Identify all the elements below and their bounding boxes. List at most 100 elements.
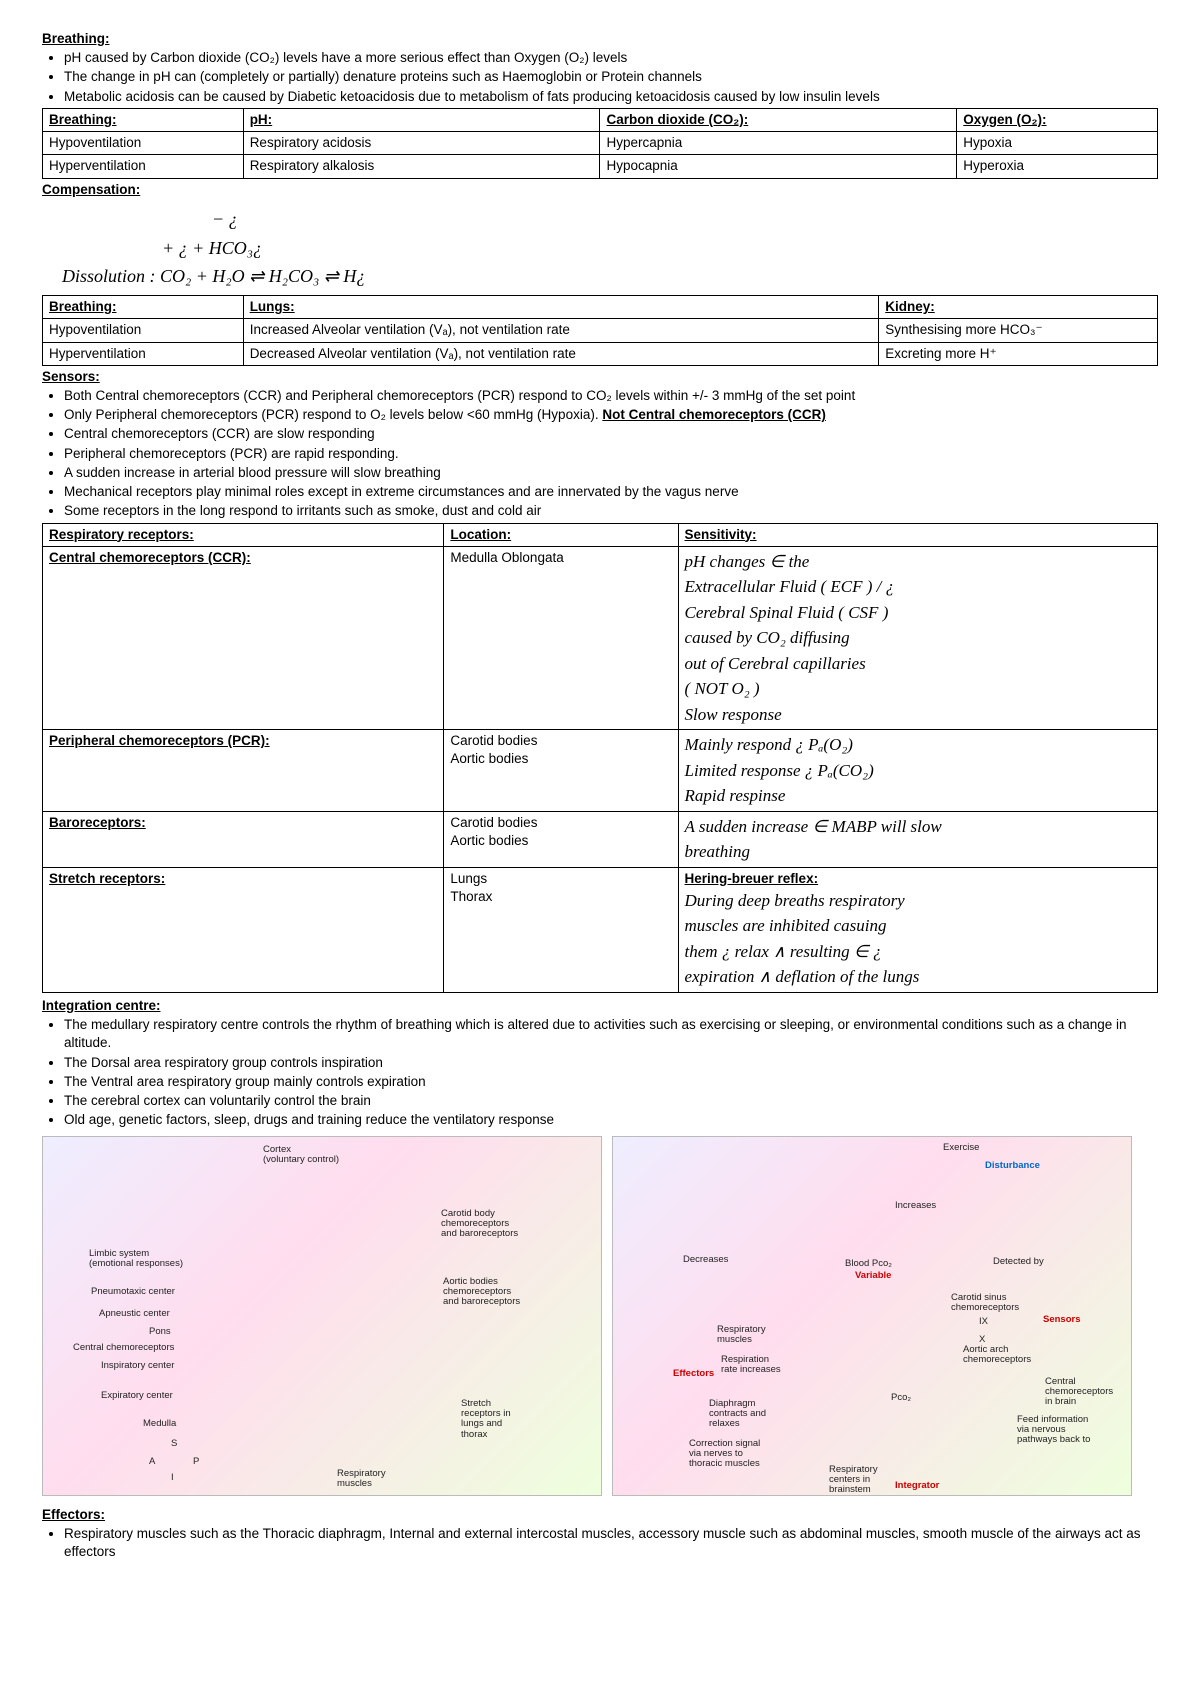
diagram-label: Apneustic center [99,1309,170,1319]
diagram-label: Inspiratory center [101,1361,174,1371]
table-header: Respiratory receptors: [43,523,444,546]
diagram-label: Stretch receptors in lungs and thorax [461,1399,511,1441]
compensation-heading: Compensation: [42,181,1158,199]
effectors-bullet: Respiratory muscles such as the Thoracic… [64,1525,1158,1561]
diagram-label: Integrator [895,1481,939,1491]
sensors-bullets: Both Central chemoreceptors (CCR) and Pe… [64,387,1158,521]
diagram-label: Decreases [683,1255,728,1265]
table-header: Lungs: [243,296,879,319]
table-cell: Respiratory acidosis [243,132,600,155]
diagram-label: Cortex (voluntary control) [263,1145,339,1166]
table-cell: Increased Alveolar ventilation (Vₐ), not… [243,319,879,342]
receptor-location: Carotid bodies Aortic bodies [444,811,678,867]
table-cell: Hyperventilation [43,155,244,178]
list-item: Some receptors in the long respond to ir… [64,502,1158,520]
table-header: Carbon dioxide (CO₂): [600,108,957,131]
diagram-label: Detected by [993,1257,1044,1267]
diagram-label: I [171,1473,174,1483]
table-cell: Hypocapnia [600,155,957,178]
diagram-label: Feed information via nervous pathways ba… [1017,1415,1090,1446]
receptor-location: Lungs Thorax [444,867,678,992]
integration-bullets: The medullary respiratory centre control… [64,1016,1158,1129]
receptor-location: Carotid bodies Aortic bodies [444,730,678,812]
receptor-name: Baroreceptors: [43,811,444,867]
diagram-left: Cortex (voluntary control) Limbic system … [42,1136,602,1496]
table-cell: Excreting more H⁺ [879,342,1158,365]
table-cell: Hyperventilation [43,342,244,365]
table-header: Sensitivity: [678,523,1157,546]
diagram-label: Limbic system (emotional responses) [89,1249,183,1270]
table-cell: Hypercapnia [600,132,957,155]
table-header: Location: [444,523,678,546]
list-item: The Ventral area respiratory group mainl… [64,1073,1158,1091]
table-cell: Hypoventilation [43,132,244,155]
diagram-label: Increases [895,1201,936,1211]
list-item: Mechanical receptors play minimal roles … [64,483,1158,501]
integration-heading: Integration centre: [42,997,1158,1015]
diagram-label: IX [979,1317,988,1327]
list-item: Both Central chemoreceptors (CCR) and Pe… [64,387,1158,405]
list-item: The change in pH can (completely or part… [64,68,1158,86]
diagram-label: Sensors [1043,1315,1081,1325]
diagram-label: Carotid body chemoreceptors and barorece… [441,1209,518,1240]
diagram-label: Expiratory center [101,1391,173,1401]
diagram-label: Blood Pco₂ [845,1259,892,1269]
receptor-sensitivity: A sudden increase ∈ MABP will slow breat… [678,811,1157,867]
effectors-heading: Effectors: [42,1506,1158,1524]
diagram-label: Pons [149,1327,171,1337]
table-cell: Synthesising more HCO₃⁻ [879,319,1158,342]
sensors-heading: Sensors: [42,368,1158,386]
diagram-label: Central chemoreceptors [73,1343,174,1353]
table-header: Breathing: [43,296,244,319]
list-item: Only Peripheral chemoreceptors (PCR) res… [64,406,1158,424]
receptor-name: Peripheral chemoreceptors (PCR): [43,730,444,812]
receptor-sensitivity: Hering-breuer reflex:During deep breaths… [678,867,1157,992]
eq-line-2: + ¿ + HCO₃¿ [162,234,1158,263]
table-cell: Respiratory alkalosis [243,155,600,178]
diagram-label: Respiratory muscles [717,1325,766,1346]
list-item: A sudden increase in arterial blood pres… [64,464,1158,482]
diagram-label: Respiratory muscles [337,1469,386,1490]
breathing-bullets: pH caused by Carbon dioxide (CO₂) levels… [64,49,1158,106]
table-header: Breathing: [43,108,244,131]
list-item: Central chemoreceptors (CCR) are slow re… [64,425,1158,443]
receptor-sensitivity: pH changes ∈ the Extracellular Fluid ( E… [678,546,1157,730]
receptor-name: Stretch receptors: [43,867,444,992]
list-item: pH caused by Carbon dioxide (CO₂) levels… [64,49,1158,67]
diagram-label: Variable [855,1271,891,1281]
diagram-label: Disturbance [985,1161,1040,1171]
receptor-location: Medulla Oblongata [444,546,678,730]
effectors-bullets: Respiratory muscles such as the Thoracic… [64,1525,1158,1561]
table-header: Kidney: [879,296,1158,319]
table-header: Oxygen (O₂): [957,108,1158,131]
receptor-sensitivity: Mainly respond ¿ Pₐ(O₂) Limited response… [678,730,1157,812]
table-cell: Hypoxia [957,132,1158,155]
diagram-label: Medulla [143,1419,176,1429]
diagram-label: Respiration rate increases [721,1355,781,1376]
diagram-label: Aortic bodies chemoreceptors and barorec… [443,1277,520,1308]
eq-line-3: Dissolution : CO₂ + H₂O ⇌ H₂CO₃ ⇌ H¿ [62,262,1158,291]
diagram-label: Carotid sinus chemoreceptors [951,1293,1019,1314]
diagram-label: Pneumotaxic center [91,1287,175,1297]
breathing-table: Breathing:pH:Carbon dioxide (CO₂):Oxygen… [42,108,1158,179]
list-item: Old age, genetic factors, sleep, drugs a… [64,1111,1158,1129]
receptors-table: Respiratory receptors:Location:Sensitivi… [42,523,1158,993]
diagram-row: Cortex (voluntary control) Limbic system … [42,1136,1158,1496]
table-cell: Hypoventilation [43,319,244,342]
receptor-name: Central chemoreceptors (CCR): [43,546,444,730]
eq-line-1: − ¿ [212,205,1158,234]
diagram-label: P [193,1457,199,1467]
list-item: The medullary respiratory centre control… [64,1016,1158,1052]
diagram-label: Effectors [673,1369,714,1379]
diagram-label: Correction signal via nerves to thoracic… [689,1439,760,1470]
list-item: The Dorsal area respiratory group contro… [64,1054,1158,1072]
diagram-label: Central chemoreceptors in brain [1045,1377,1113,1408]
list-item: Peripheral chemoreceptors (PCR) are rapi… [64,445,1158,463]
diagram-right: Exercise Disturbance Increases Decreases Blo… [612,1136,1132,1496]
breathing-heading: Breathing: [42,30,1158,48]
table-header: pH: [243,108,600,131]
diagram-label: Aortic arch chemoreceptors [963,1345,1031,1366]
diagram-label: Exercise [943,1143,979,1153]
diagram-label: Diaphragm contracts and relaxes [709,1399,766,1430]
diagram-label: S [171,1439,177,1449]
